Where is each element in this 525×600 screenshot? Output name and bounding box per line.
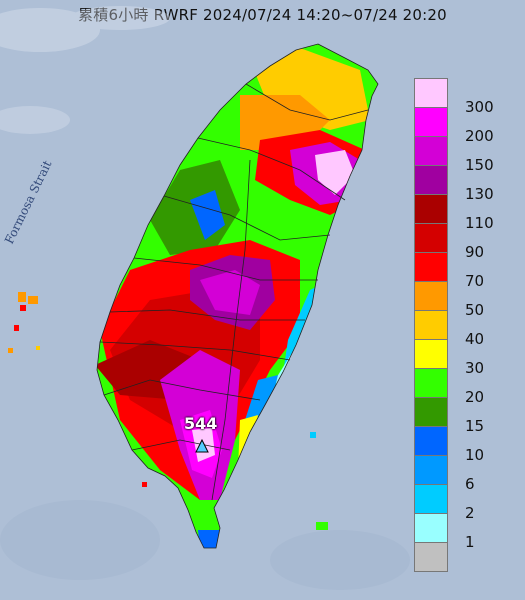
legend-swatch xyxy=(414,397,448,427)
legend-label: 300 xyxy=(465,98,494,116)
penghu-islands xyxy=(8,292,328,530)
sea-cloud-texture xyxy=(0,6,410,590)
legend-swatch xyxy=(414,426,448,456)
legend-swatch xyxy=(414,281,448,311)
legend-swatch xyxy=(414,136,448,166)
legend-label: 40 xyxy=(465,330,485,348)
legend-swatch xyxy=(414,252,448,282)
legend-label: 20 xyxy=(465,388,485,406)
legend-swatch xyxy=(414,513,448,543)
legend-label: 90 xyxy=(465,243,485,261)
legend-swatch xyxy=(414,78,448,108)
legend-swatch xyxy=(414,107,448,137)
legend-swatch xyxy=(414,542,448,572)
triangle-station-marker-icon xyxy=(195,438,209,453)
legend-label: 10 xyxy=(465,446,485,464)
map-title: 累積6小時 RWRF 2024/07/24 14:20~07/24 20:20 xyxy=(78,6,447,24)
legend-swatch xyxy=(414,310,448,340)
legend-label: 2 xyxy=(465,504,475,522)
rainfall-legend xyxy=(414,78,448,572)
legend-label: 1 xyxy=(465,533,475,551)
legend-swatch xyxy=(414,165,448,195)
max-rainfall-label: 544 xyxy=(184,414,218,433)
legend-label: 50 xyxy=(465,301,485,319)
county-boundaries xyxy=(96,43,379,549)
legend-swatch xyxy=(414,368,448,398)
legend-label: 110 xyxy=(465,214,494,232)
legend-label: 6 xyxy=(465,475,475,493)
legend-label: 70 xyxy=(465,272,485,290)
legend-swatch xyxy=(414,484,448,514)
legend-label: 130 xyxy=(465,185,494,203)
legend-label: 15 xyxy=(465,417,485,435)
legend-swatch xyxy=(414,339,448,369)
legend-swatch xyxy=(414,194,448,224)
legend-label: 30 xyxy=(465,359,485,377)
legend-label: 200 xyxy=(465,127,494,145)
legend-swatch xyxy=(414,455,448,485)
legend-swatch xyxy=(414,223,448,253)
legend-label: 150 xyxy=(465,156,494,174)
